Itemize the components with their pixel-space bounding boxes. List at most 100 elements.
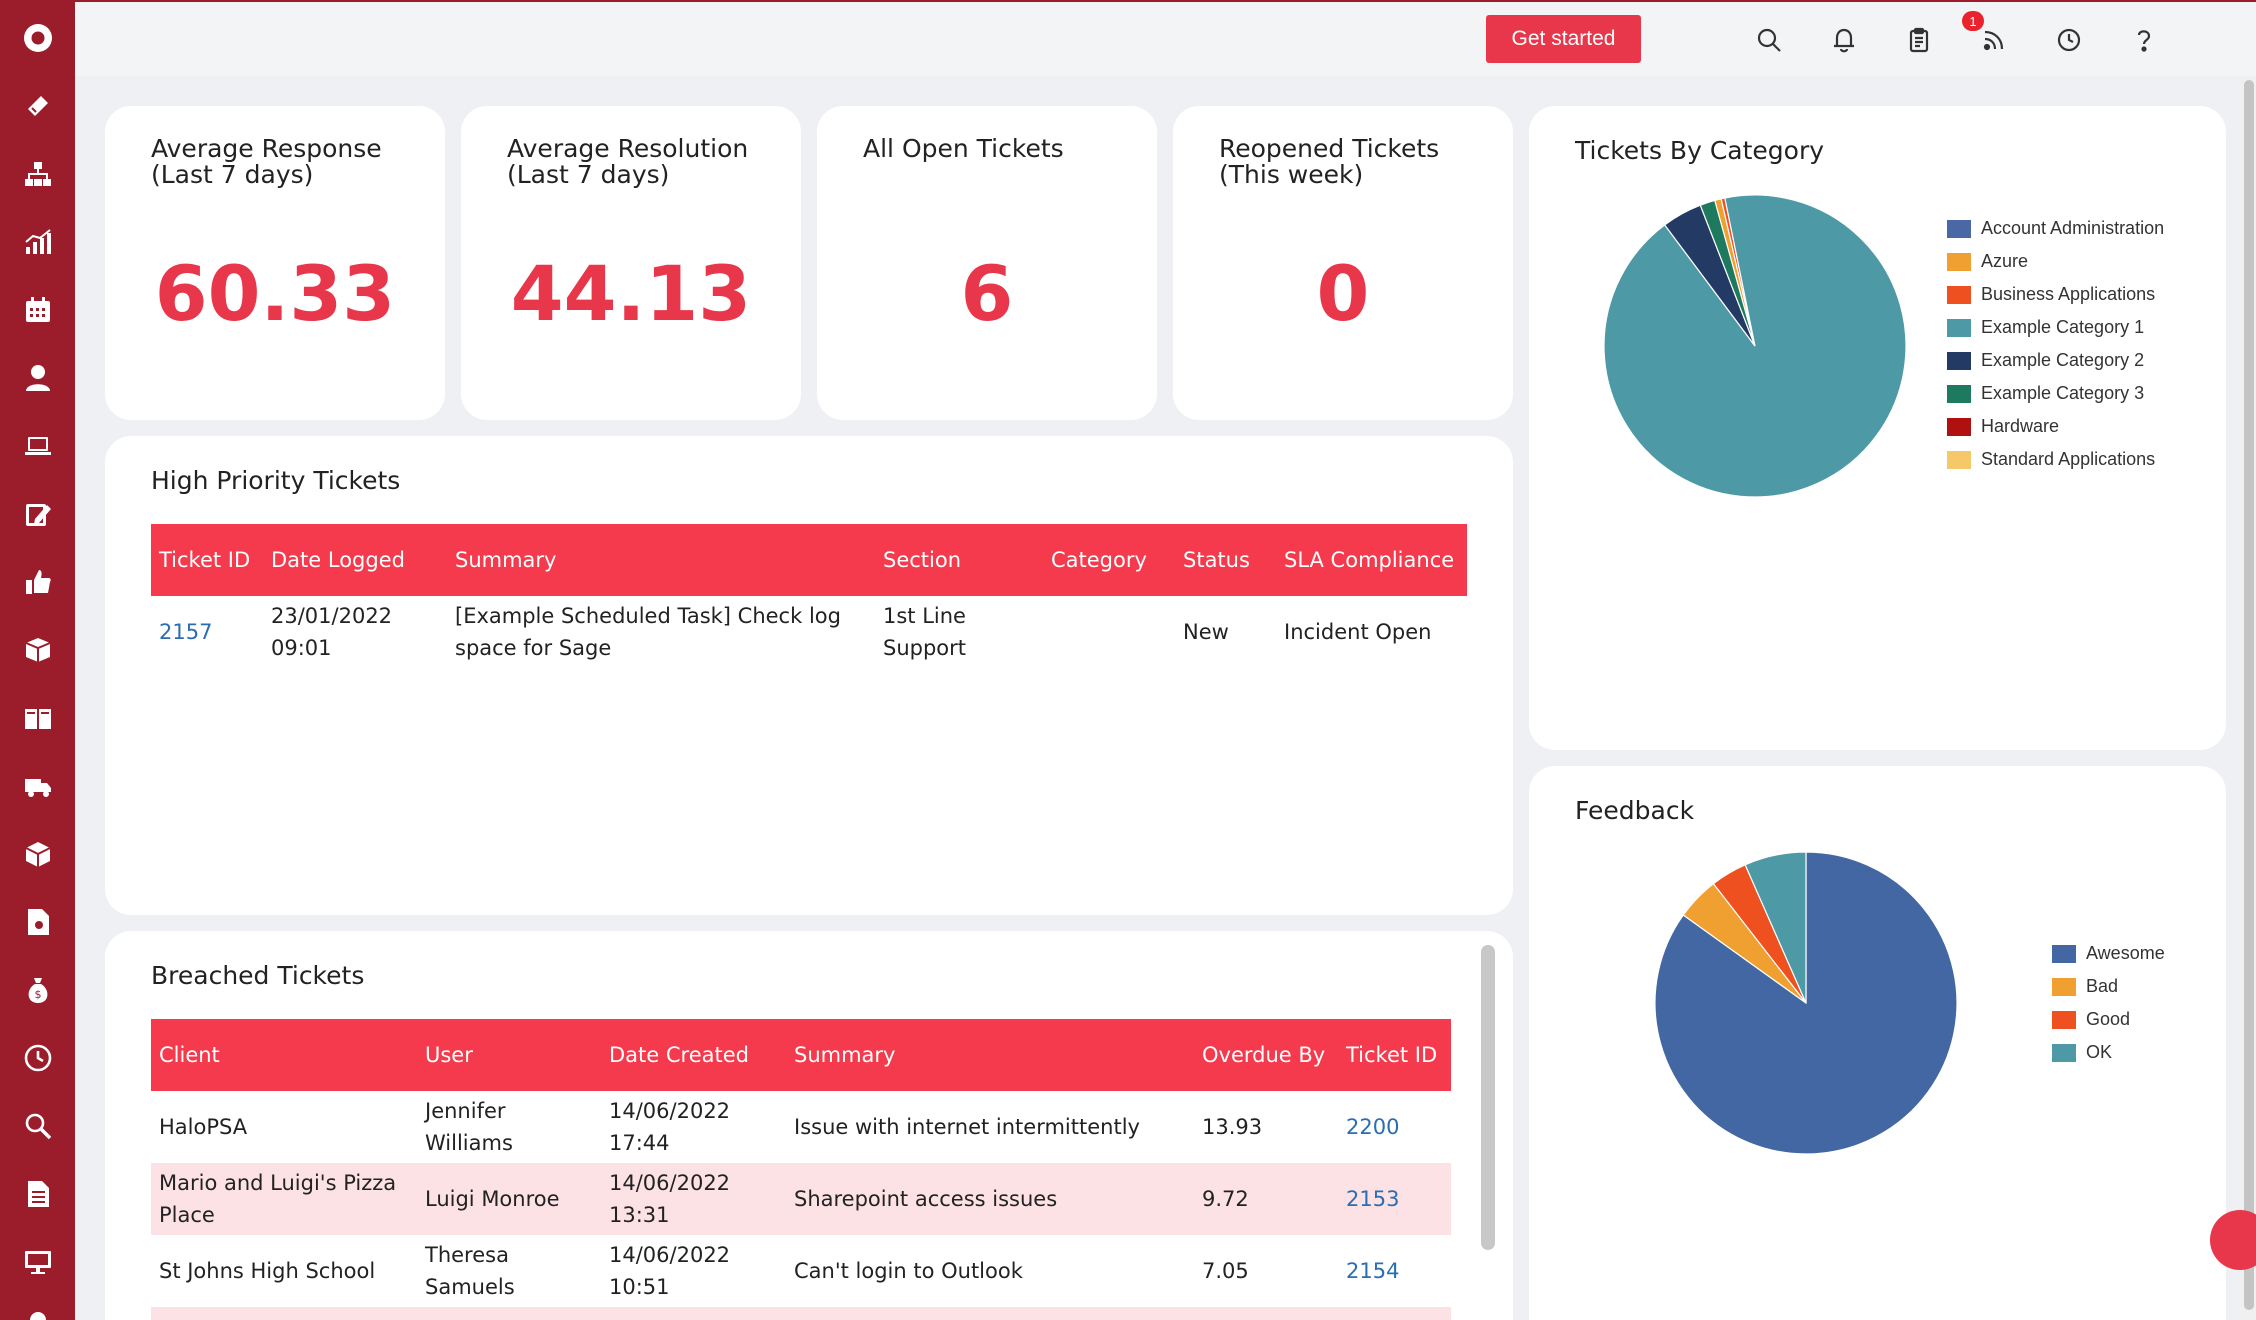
breached-table-scrollbar[interactable] <box>1481 945 1495 1250</box>
pie-slice-awesome[interactable] <box>1654 851 1958 1155</box>
stat-card-average-resolution: Average Resolution (Last 7 days) 44.13 <box>461 106 801 420</box>
legend-item[interactable]: Example Category 3 <box>1947 377 2164 410</box>
legend-item[interactable]: Awesome <box>2052 937 2165 970</box>
page-scrollbar-thumb[interactable] <box>2244 80 2254 1310</box>
legend-label: Good <box>2086 1009 2131 1029</box>
legend-swatch <box>1947 417 1971 436</box>
pie-slice-example-category-3[interactable] <box>1699 199 1756 347</box>
ticket-id-link[interactable]: 2153 <box>1338 1163 1451 1235</box>
legend-swatch <box>2052 1010 2076 1029</box>
legend-item[interactable]: Good <box>2052 1003 2165 1036</box>
hierarchy-icon[interactable] <box>18 154 57 193</box>
laptop-icon[interactable] <box>18 426 57 465</box>
overdue-cell: 9.72 <box>1194 1163 1338 1235</box>
legend-label: Azure <box>1981 251 2029 271</box>
knowledge-book-icon[interactable] <box>18 698 57 737</box>
legend-item[interactable]: Azure <box>1947 245 2164 278</box>
rss-feed-icon[interactable] <box>1976 22 2012 58</box>
legend-item[interactable]: Bad <box>2052 970 2165 1003</box>
column-header[interactable]: Ticket ID <box>1338 1019 1451 1091</box>
chat-button[interactable] <box>2210 1210 2256 1270</box>
column-header[interactable]: Ticket ID <box>151 524 263 596</box>
table-row[interactable]: HaloPSA Jennifer Williams 14/06/2022 17:… <box>151 1091 1451 1163</box>
search-icon[interactable] <box>1751 22 1787 58</box>
stat-title: Average Resolution (Last 7 days) <box>507 134 749 189</box>
column-header[interactable]: SLA Compliance <box>1276 524 1467 596</box>
packages-icon[interactable] <box>18 630 57 669</box>
column-header[interactable]: Section <box>875 524 1043 596</box>
legend-label: Standard Applications <box>1981 449 2156 469</box>
clock-icon[interactable] <box>18 1038 57 1077</box>
tickets-icon[interactable] <box>18 86 57 125</box>
ticket-id-link[interactable]: 2154 <box>1346 1259 1400 1283</box>
top-header: Get started 1 <box>75 0 2256 76</box>
search-icon[interactable] <box>18 1106 57 1145</box>
legend-item[interactable]: Example Category 1 <box>1947 311 2164 344</box>
ticket-id-link[interactable]: 2157 <box>159 620 213 644</box>
legend-item[interactable]: Business Applications <box>1947 278 2164 311</box>
calendar-icon[interactable] <box>18 290 57 329</box>
legend-swatch <box>2052 944 2076 963</box>
column-header[interactable]: Date Logged <box>263 524 447 596</box>
sidebar: $ <box>0 0 75 1320</box>
reports-chart-icon[interactable] <box>18 222 57 261</box>
logo-icon[interactable] <box>18 18 57 57</box>
table-row[interactable]: Mario and Luigi's Pizza Place Luigi Monr… <box>151 1163 1451 1235</box>
help-icon[interactable] <box>2126 22 2162 58</box>
column-header[interactable]: Overdue By <box>1194 1019 1338 1091</box>
stat-value[interactable]: 0 <box>1316 249 1370 338</box>
legend-swatch <box>2052 1043 2076 1062</box>
column-header[interactable]: Date Created <box>601 1019 786 1091</box>
thumbs-up-icon[interactable] <box>18 562 57 601</box>
bell-icon[interactable] <box>1826 22 1862 58</box>
feedback-pie[interactable] <box>1529 766 2226 1320</box>
contract-icon[interactable] <box>18 902 57 941</box>
stat-value[interactable]: 60.33 <box>154 249 396 338</box>
ticket-id-link[interactable]: 2200 <box>1346 1115 1400 1139</box>
tickets-by-category-pie[interactable] <box>1529 106 2226 750</box>
legend-item[interactable]: Account Administration <box>1947 212 2164 245</box>
stat-value[interactable]: 6 <box>960 249 1014 338</box>
legend-item[interactable]: OK <box>2052 1036 2165 1069</box>
legend-item[interactable]: Hardware <box>1947 410 2164 443</box>
legend-label: Example Category 3 <box>1981 383 2145 403</box>
date-created-cell: 14/06/2022 17:44 <box>609 1099 731 1155</box>
category-cell <box>1043 596 1175 668</box>
user-icon[interactable] <box>18 358 57 397</box>
column-header[interactable]: Client <box>151 1019 417 1091</box>
legend-swatch <box>1947 219 1971 238</box>
column-header[interactable]: User <box>417 1019 601 1091</box>
column-header[interactable]: Status <box>1175 524 1276 596</box>
legend-label: Account Administration <box>1981 218 2165 238</box>
stat-value[interactable]: 44.13 <box>510 249 752 338</box>
svg-text:$: $ <box>34 988 41 1001</box>
user-cell: Luigi Monroe <box>417 1163 601 1235</box>
delivery-truck-icon[interactable] <box>18 766 57 805</box>
summary-cell: Sharepoint access issues <box>786 1163 1194 1235</box>
legend-item[interactable]: Example Category 2 <box>1947 344 2164 377</box>
table-row[interactable]: St Johns High School Theresa Samuels 14/… <box>151 1235 1451 1307</box>
column-header[interactable]: Summary <box>786 1019 1194 1091</box>
settings-icon[interactable] <box>18 1300 57 1320</box>
stat-title: Reopened Tickets (This week) <box>1219 134 1440 189</box>
monitor-icon[interactable] <box>18 1242 57 1281</box>
box-icon[interactable] <box>18 834 57 873</box>
document-icon[interactable] <box>18 1174 57 1213</box>
summary-cell: Can't login to Outlook <box>794 1259 1023 1283</box>
date-created-cell: 14/06/2022 13:31 <box>601 1163 786 1235</box>
money-bag-icon[interactable]: $ <box>18 970 57 1009</box>
column-header[interactable]: Summary <box>447 524 875 596</box>
table-row[interactable]: 2157 23/01/2022 09:01 [Example Scheduled… <box>151 596 1467 668</box>
status-cell: New <box>1183 620 1229 644</box>
clipboard-icon[interactable] <box>1901 22 1937 58</box>
stat-card-average-response: Average Response (Last 7 days) 60.33 <box>105 106 445 420</box>
high-priority-table: Ticket ID Date Logged Summary Section Ca… <box>151 524 1467 668</box>
edit-icon[interactable] <box>18 494 57 533</box>
high-priority-tickets-card: High Priority Tickets Ticket ID Date Log… <box>105 436 1513 915</box>
history-clock-icon[interactable] <box>2051 22 2087 58</box>
pie-slice-ok[interactable] <box>1744 851 1807 1004</box>
legend-label: Hardware <box>1981 416 2060 436</box>
get-started-button[interactable]: Get started <box>1486 15 1641 63</box>
column-header[interactable]: Category <box>1043 524 1175 596</box>
legend-item[interactable]: Standard Applications <box>1947 443 2164 476</box>
